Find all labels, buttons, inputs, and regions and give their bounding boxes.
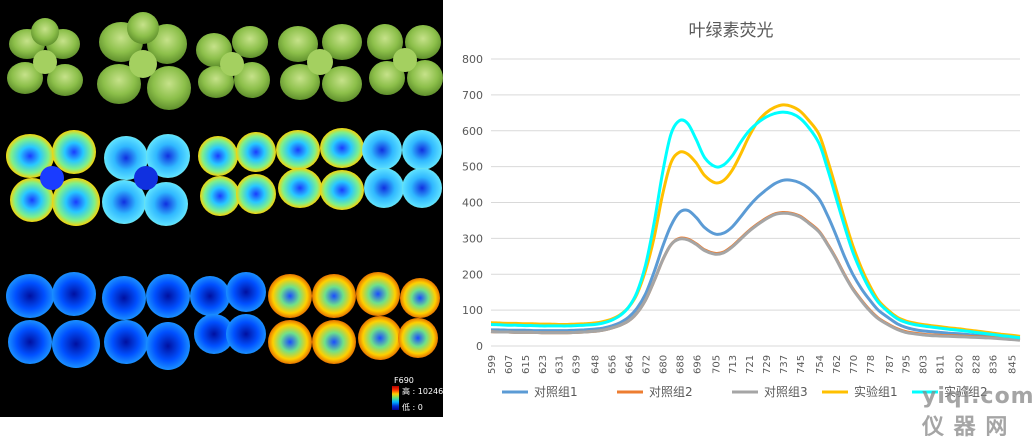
x-tick-label: 705 (711, 355, 722, 374)
y-tick-label: 100 (462, 304, 483, 317)
x-tick-label: 828 (972, 355, 983, 374)
fluorescence-image-panel: F690 高 : 10246 低 : 0 (0, 0, 443, 417)
x-tick-label: 639 (572, 355, 583, 374)
x-tick-label: 672 (641, 355, 652, 374)
legend-item-5: 实验组2 (912, 384, 988, 399)
x-tick-label: 623 (538, 355, 549, 374)
legend-label: 实验组2 (944, 384, 988, 399)
y-tick-label: 400 (462, 197, 483, 210)
chart-panel: 叶绿素荧光 0 100 200 300 400 500 600 700 800 599 607 61… (447, 0, 1033, 417)
legend-item-3: 对照组3 (732, 385, 808, 399)
legend-item-2: 对照组2 (617, 385, 693, 399)
plant-rgb-2 (97, 12, 191, 110)
y-tick-label: 700 (462, 89, 483, 102)
colorbar-gradient (392, 386, 399, 410)
legend-label: 实验组1 (854, 384, 898, 399)
plant-fluor-a-5 (362, 130, 442, 208)
plant-rgb-5 (367, 24, 443, 96)
x-tick-label: 729 (762, 355, 773, 374)
plant-fluor-b-3 (190, 272, 266, 354)
x-tick-label: 664 (625, 355, 636, 374)
x-tick-label: 737 (779, 355, 790, 374)
plant-rgb-4 (278, 24, 362, 102)
legend-item-1: 对照组1 (502, 385, 578, 399)
x-tick-label: 599 (487, 355, 498, 374)
x-tick-label: 754 (815, 355, 826, 374)
x-tick-label: 680 (658, 355, 669, 374)
x-tick-label: 696 (692, 355, 703, 374)
x-tick-label: 820 (955, 355, 966, 374)
x-tick-label: 787 (885, 355, 896, 374)
colorbar-low-label: 低 : 0 (402, 403, 423, 412)
x-tick-label: 745 (796, 355, 807, 374)
x-tick-label: 762 (832, 355, 843, 374)
plant-fluor-b-5 (356, 272, 440, 360)
y-tick-label: 600 (462, 125, 483, 138)
x-tick-label: 845 (1008, 355, 1019, 374)
x-tick-label: 607 (504, 355, 515, 374)
x-tick-label: 631 (555, 355, 566, 374)
plant-fluor-b-4 (268, 274, 356, 364)
series-line-3 (490, 211, 1021, 342)
x-tick-label: 648 (591, 355, 602, 374)
line-chart: 叶绿素荧光 0 100 200 300 400 500 600 700 800 599 607 61… (462, 21, 1021, 399)
legend-label: 对照组3 (764, 385, 808, 399)
x-tick-label: 688 (675, 355, 686, 374)
plant-fluor-a-4 (276, 128, 364, 210)
colorbar-high-label: 高 : 10246 (402, 387, 443, 396)
legend-label: 对照组2 (649, 385, 693, 399)
series-line-5 (490, 110, 1021, 340)
series-line-1 (490, 178, 1021, 341)
plant-fluor-a-3 (198, 132, 276, 216)
colorbar-title: F690 (394, 376, 414, 385)
plant-fluor-a-2 (102, 134, 190, 226)
x-tick-label: 656 (608, 355, 619, 374)
y-tick-label: 500 (462, 161, 483, 174)
legend-label: 对照组1 (534, 385, 578, 399)
x-tick-label: 836 (988, 355, 999, 374)
y-tick-label: 300 (462, 232, 483, 245)
y-tick-label: 0 (476, 340, 483, 353)
series-line-4 (490, 103, 1021, 338)
plant-fluor-b-2 (102, 274, 190, 370)
x-tick-label: 770 (849, 355, 860, 374)
plant-image-grid (6, 12, 443, 370)
x-tick-label: 803 (919, 355, 930, 374)
x-tick-label: 721 (745, 355, 756, 374)
chart-title: 叶绿素荧光 (689, 21, 774, 41)
x-tick-label: 615 (521, 355, 532, 374)
series-line-2 (490, 210, 1021, 341)
plant-rgb-1 (7, 18, 83, 96)
x-tick-label: 778 (866, 355, 877, 374)
plant-fluor-b-1 (6, 272, 100, 368)
watermark: yiqi.com 仪 器 网 (922, 384, 1033, 440)
plant-fluor-a-1 (6, 130, 100, 226)
x-tick-label: 713 (728, 355, 739, 374)
x-tick-label: 795 (902, 355, 913, 374)
y-tick-label: 800 (462, 53, 483, 66)
x-tick-label: 811 (936, 355, 947, 374)
y-tick-label: 200 (462, 268, 483, 281)
legend-item-4: 实验组1 (822, 384, 898, 399)
plant-rgb-3 (196, 26, 270, 98)
